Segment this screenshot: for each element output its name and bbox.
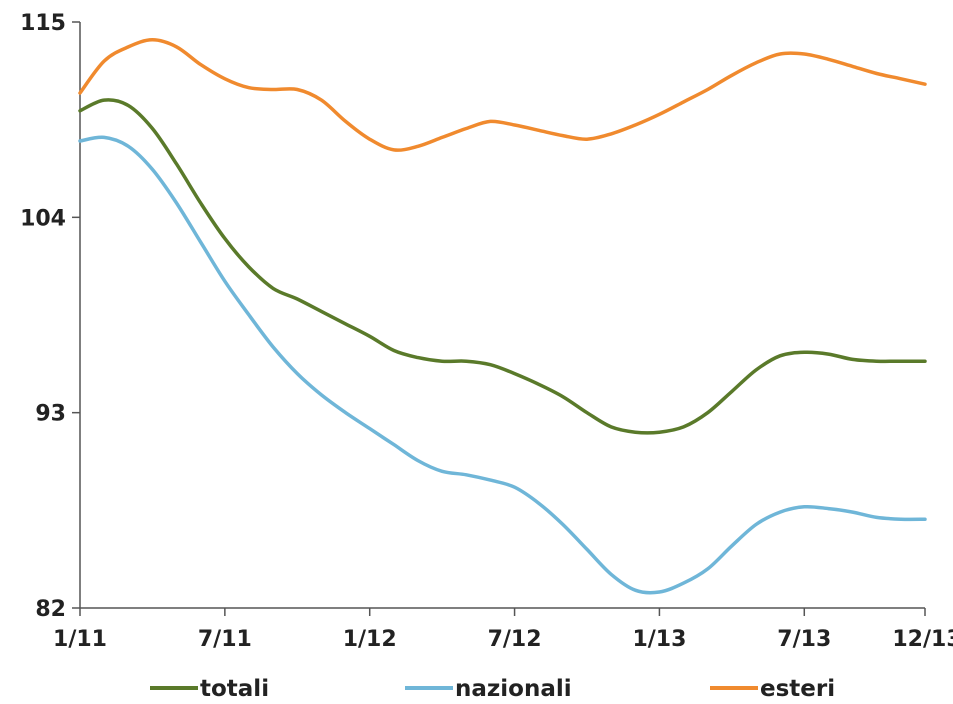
legend-label-esteri: esteri <box>760 676 835 702</box>
legend-label-nazionali: nazionali <box>455 676 572 702</box>
x-tick-label: 7/12 <box>488 627 542 652</box>
x-tick-label: 12/13 <box>892 627 953 652</box>
series-lines <box>78 38 927 595</box>
series-line-totali <box>78 98 927 435</box>
x-tick-label: 7/11 <box>198 627 252 652</box>
series-line-esteri <box>78 38 927 152</box>
y-axis-ticks: 82 93 104 115 <box>20 11 80 622</box>
x-tick-label: 7/13 <box>777 627 831 652</box>
legend-label-totali: totali <box>200 676 269 702</box>
y-tick-label: 115 <box>20 11 66 36</box>
series-line-nazionali <box>78 135 927 595</box>
x-tick-label: 1/11 <box>53 627 107 652</box>
x-tick-label: 1/12 <box>343 627 397 652</box>
y-tick-label: 82 <box>35 597 66 622</box>
y-tick-label: 93 <box>35 402 66 427</box>
x-tick-label: 1/13 <box>632 627 686 652</box>
axes <box>79 22 925 609</box>
legend: totali nazionali esteri <box>150 676 835 702</box>
y-tick-label: 104 <box>20 206 66 231</box>
x-axis-ticks: 1/11 7/11 1/12 7/12 1/13 7/13 12/13 <box>53 608 953 652</box>
